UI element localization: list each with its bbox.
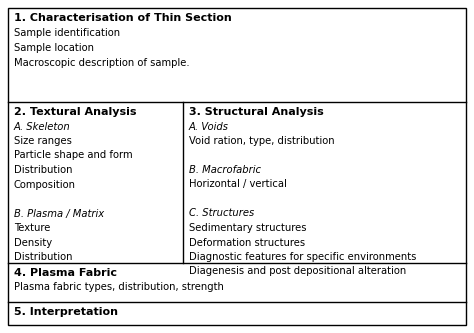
Text: A. Voids: A. Voids — [189, 122, 229, 132]
Text: B. Macrofabric: B. Macrofabric — [189, 165, 261, 175]
Text: Horizontal / vertical: Horizontal / vertical — [189, 179, 287, 189]
Text: 2. Textural Analysis: 2. Textural Analysis — [14, 107, 137, 117]
Text: 1. Characterisation of Thin Section: 1. Characterisation of Thin Section — [14, 13, 232, 23]
Text: 4. Plasma Fabric: 4. Plasma Fabric — [14, 268, 117, 278]
Text: 3. Structural Analysis: 3. Structural Analysis — [189, 107, 324, 117]
Text: Sample identification: Sample identification — [14, 29, 120, 39]
Text: Void ration, type, distribution: Void ration, type, distribution — [189, 136, 335, 146]
Text: 5. Interpretation: 5. Interpretation — [14, 307, 118, 317]
Text: Diagnostic features for specific environments: Diagnostic features for specific environ… — [189, 252, 416, 262]
Text: Size ranges: Size ranges — [14, 136, 72, 146]
Text: Macroscopic description of sample.: Macroscopic description of sample. — [14, 58, 190, 68]
Text: C. Structures: C. Structures — [189, 208, 254, 218]
Text: Density: Density — [14, 237, 52, 247]
Text: Deformation structures: Deformation structures — [189, 237, 305, 247]
Text: Plasma fabric types, distribution, strength: Plasma fabric types, distribution, stren… — [14, 282, 224, 292]
Text: A. Skeleton: A. Skeleton — [14, 122, 71, 132]
Text: Sedimentary structures: Sedimentary structures — [189, 223, 307, 233]
Text: Sample location: Sample location — [14, 43, 94, 53]
Text: Distribution: Distribution — [14, 252, 73, 262]
Text: Distribution: Distribution — [14, 165, 73, 175]
Text: B. Plasma / Matrix: B. Plasma / Matrix — [14, 208, 104, 218]
Text: Diagenesis and post depositional alteration: Diagenesis and post depositional alterat… — [189, 266, 406, 276]
Text: Composition: Composition — [14, 179, 76, 189]
Text: Particle shape and form: Particle shape and form — [14, 151, 133, 161]
Text: Texture: Texture — [14, 223, 50, 233]
